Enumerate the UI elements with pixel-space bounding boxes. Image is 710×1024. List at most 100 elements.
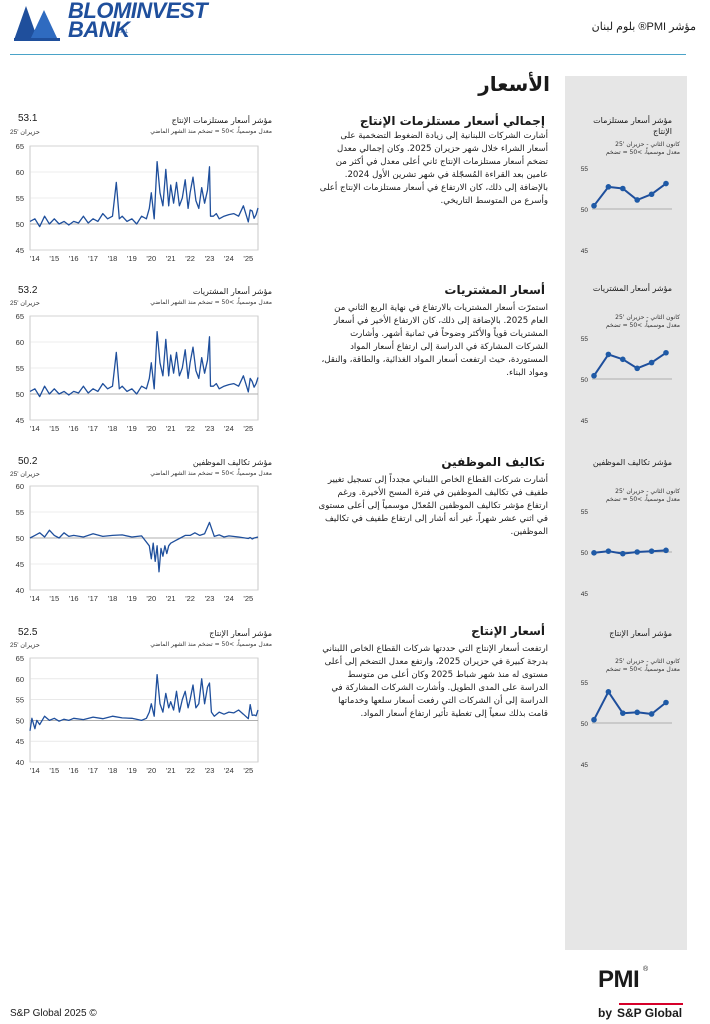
x-tick-label: '18 xyxy=(108,254,118,263)
x-tick-label: '20 xyxy=(146,594,156,603)
side-title-input-prices: مؤشر أسعار مستلزمات الإنتاج xyxy=(593,116,672,136)
x-tick-label: '17 xyxy=(88,254,98,263)
pmi-by: by xyxy=(598,1006,613,1020)
chart-title-input-prices: مؤشر أسعار مستلزمات الإنتاج xyxy=(171,116,272,125)
x-tick-label: '19 xyxy=(127,254,137,263)
y-tick-label: 45 xyxy=(16,416,24,425)
chart-note-output-prices: معدل موسمياً، >50 = تضخم منذ الشهر الماض… xyxy=(150,641,272,648)
data-point xyxy=(620,550,626,557)
side-title-output-prices: مؤشر أسعار الإنتاج xyxy=(609,629,672,638)
copyright: S&P Global 2025 © xyxy=(10,1008,97,1019)
y-tick-label: 60 xyxy=(16,482,24,491)
x-tick-label: '23 xyxy=(205,594,215,603)
chart-note-purchase-prices: معدل موسمياً، >50 = تضخم منذ الشهر الماض… xyxy=(150,299,272,306)
block-body-input-prices: أشارت الشركات اللبنانية إلى زيادة الضغوط… xyxy=(319,131,548,206)
chart-note-input-prices: معدل موسمياً، >50 = تضخم منذ الشهر الماض… xyxy=(150,128,272,135)
x-tick-label: '15 xyxy=(49,594,59,603)
block-heading-output-prices: أسعار الإنتاج xyxy=(471,624,545,638)
x-tick-label: '14 xyxy=(30,424,40,433)
data-point xyxy=(648,191,655,198)
x-tick-label: '23 xyxy=(205,254,215,263)
block-heading-input-prices: إجمالي أسعار مستلزمات الإنتاج xyxy=(359,114,545,128)
y-tick-label: 50 xyxy=(581,550,589,557)
brand-line2: BANK xyxy=(68,17,130,42)
block-heading-purchase-prices: أسعار المشتريات xyxy=(444,283,545,297)
x-tick-label: '24 xyxy=(224,766,234,775)
side-note-staff-costs: معدل موسمياً، >50 = تضخم xyxy=(605,496,680,503)
y-tick-label: 55 xyxy=(16,364,24,373)
y-tick-label: 65 xyxy=(16,142,24,151)
x-tick-label: '24 xyxy=(224,594,234,603)
section-title: الأسعار xyxy=(478,72,550,96)
y-tick-label: 65 xyxy=(16,312,24,321)
y-tick-label: 40 xyxy=(16,586,24,595)
y-tick-label: 40 xyxy=(16,758,24,767)
x-tick-label: '14 xyxy=(30,594,40,603)
x-tick-label: '14 xyxy=(30,766,40,775)
data-point xyxy=(591,716,597,723)
chart-title-purchase-prices: مؤشر أسعار المشتريات xyxy=(192,287,272,296)
y-tick-label: 50 xyxy=(581,721,589,728)
x-tick-label: '18 xyxy=(108,594,118,603)
y-tick-label: 55 xyxy=(16,194,24,203)
block-body-purchase-prices: استمرّت أسعار المشتريات بالارتفاع في نها… xyxy=(321,303,549,378)
y-tick-label: 50 xyxy=(16,716,24,725)
side-title-purchase-prices: مؤشر أسعار المشتريات xyxy=(592,284,672,293)
x-tick-label: '21 xyxy=(166,424,176,433)
plot-frame xyxy=(29,657,259,763)
chart-title-output-prices: مؤشر أسعار الإنتاج xyxy=(209,629,272,638)
side-note-purchase-prices: معدل موسمياً، >50 = تضخم xyxy=(605,322,680,329)
mini-chart-purchase-prices: 45 50 55 xyxy=(581,336,672,425)
x-tick-label: '16 xyxy=(69,254,79,263)
y-tick-label: 55 xyxy=(581,166,589,173)
sp-global-brand: S&P Global xyxy=(617,1006,683,1020)
data-point xyxy=(620,356,626,363)
x-tick-label: '21 xyxy=(166,254,176,263)
data-point xyxy=(591,550,597,556)
data-point xyxy=(648,359,655,366)
x-tick-label: '19 xyxy=(127,766,137,775)
x-tick-label: '14 xyxy=(30,254,40,263)
data-point xyxy=(648,711,655,717)
y-tick-label: 55 xyxy=(16,696,24,705)
brand-line1: BLOMINVEST xyxy=(68,0,208,23)
x-tick-label: '25 xyxy=(243,766,253,775)
x-tick-label: '24 xyxy=(224,254,234,263)
x-tick-label: '19 xyxy=(127,424,137,433)
x-tick-label: '23 xyxy=(205,424,215,433)
data-point xyxy=(605,351,612,358)
data-point xyxy=(620,710,626,716)
pmi-registered-mark: ® xyxy=(643,966,649,973)
x-tick-label: '18 xyxy=(108,424,118,433)
y-tick-label: 45 xyxy=(581,418,589,425)
data-point xyxy=(663,180,669,187)
y-tick-label: 45 xyxy=(581,762,589,769)
chart-note-staff-costs: معدل موسمياً، >50 = تضخم منذ الشهر الماض… xyxy=(150,470,272,477)
y-tick-label: 60 xyxy=(16,338,24,347)
x-tick-label: '20 xyxy=(146,424,156,433)
series-line xyxy=(29,521,259,573)
x-tick-label: '22 xyxy=(185,424,195,433)
sp-global-bar xyxy=(619,1003,683,1005)
chart-staff-costs: 40 45 50 55 60 '14 '15 '16 '17 '18 '19 '20 '21 '22 '23… xyxy=(16,482,259,603)
x-tick-label: '24 xyxy=(224,424,234,433)
y-tick-label: 45 xyxy=(16,560,24,569)
block-body-output-prices: ارتفعت أسعار الإنتاج التي حددتها شركات ا… xyxy=(322,644,548,719)
y-tick-label: 50 xyxy=(581,377,589,384)
y-tick-label: 45 xyxy=(16,246,24,255)
x-tick-label: '16 xyxy=(69,424,79,433)
side-note-input-prices: معدل موسمياً، >50 = تضخم xyxy=(605,149,680,156)
mini-chart-staff-costs: 45 50 55 xyxy=(581,509,672,598)
chart-output-prices: 40 45 50 55 60 65 '14 '15 '16 '17 '18 '19 '20 '21 '22 '… xyxy=(16,654,259,775)
cedar-logo-icon xyxy=(14,6,60,41)
series-line xyxy=(29,330,259,398)
x-tick-label: '22 xyxy=(185,254,195,263)
x-tick-label: '25 xyxy=(243,594,253,603)
data-point xyxy=(591,202,597,209)
y-tick-label: 60 xyxy=(16,168,24,177)
x-tick-label: '21 xyxy=(166,766,176,775)
chart-date-staff-costs: حزيران '25 xyxy=(10,471,40,478)
x-tick-label: '20 xyxy=(146,766,156,775)
y-tick-label: 65 xyxy=(16,654,24,663)
block-heading-staff-costs: تكاليف الموظفين xyxy=(441,455,545,469)
